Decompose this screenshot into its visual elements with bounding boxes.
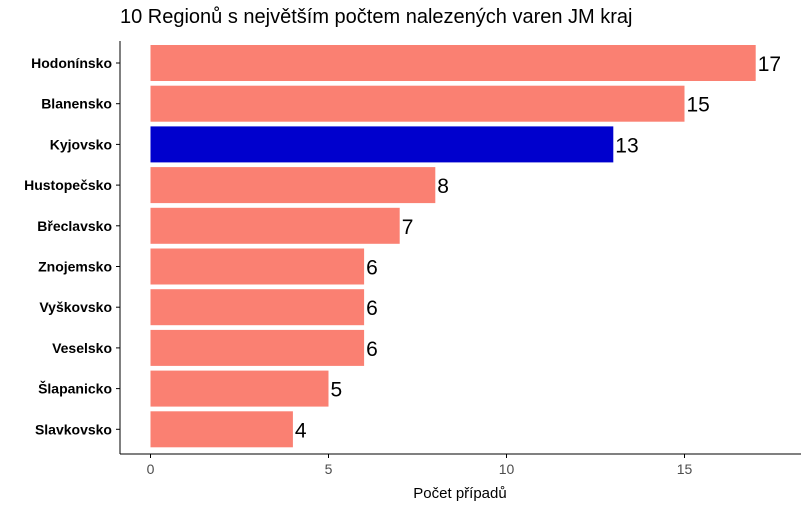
bar-hustopecsko xyxy=(150,167,436,204)
category-label-kyjovsko: Kyjovsko xyxy=(50,136,112,152)
data-label-znojemsko: 6 xyxy=(366,257,378,280)
data-label-slavkovsko: 4 xyxy=(295,419,307,442)
category-label-veselsko: Veselsko xyxy=(52,340,112,356)
data-label-hodoninsko: 17 xyxy=(758,53,781,76)
bar-znojemsko xyxy=(150,248,365,285)
bar-slapanicko xyxy=(150,370,329,407)
category-labels-group: Hodonínsko Blanensko Kyjovsko Hustopečsko Bř… xyxy=(24,55,120,437)
x-tick-label-10: 10 xyxy=(499,461,515,477)
data-label-hustopecsko: 8 xyxy=(437,175,449,198)
data-label-blanensko: 15 xyxy=(687,94,710,117)
category-label-slavkovsko: Slavkovsko xyxy=(35,421,112,437)
bar-vyskovsko xyxy=(150,289,365,326)
data-label-vyskovsko: 6 xyxy=(366,297,378,320)
bar-kyjovsko xyxy=(150,126,614,163)
bar-hodoninsko xyxy=(150,45,756,81)
bar-blanensko xyxy=(150,85,685,122)
x-axis-title: Počet případů xyxy=(413,485,506,502)
data-label-veselsko: 6 xyxy=(366,338,378,361)
category-label-breclavsko: Břeclavsko xyxy=(37,218,112,234)
x-tick-label-0: 0 xyxy=(147,461,155,477)
bar-slavkovsko xyxy=(150,411,293,448)
bar-breclavsko xyxy=(150,207,400,244)
data-label-breclavsko: 7 xyxy=(402,216,414,239)
category-label-slapanicko: Šlapanicko xyxy=(38,380,112,397)
x-tick-label-15: 15 xyxy=(677,461,693,477)
category-label-hodoninsko: Hodonínsko xyxy=(31,55,112,71)
x-tick-label-5: 5 xyxy=(325,461,333,477)
chart-title: 10 Regionů s největším počtem nalezených… xyxy=(120,6,633,28)
category-label-vyskovsko: Vyškovsko xyxy=(39,299,112,315)
bars-group xyxy=(150,45,756,448)
category-label-blanensko: Blanensko xyxy=(41,96,112,112)
category-label-hustopecsko: Hustopečsko xyxy=(24,177,112,193)
category-label-znojemsko: Znojemsko xyxy=(38,259,112,275)
data-label-kyjovsko: 13 xyxy=(615,134,638,157)
bar-veselsko xyxy=(150,329,365,366)
data-label-slapanicko: 5 xyxy=(331,379,343,402)
x-ticks-group: 0 5 10 15 xyxy=(147,454,693,477)
